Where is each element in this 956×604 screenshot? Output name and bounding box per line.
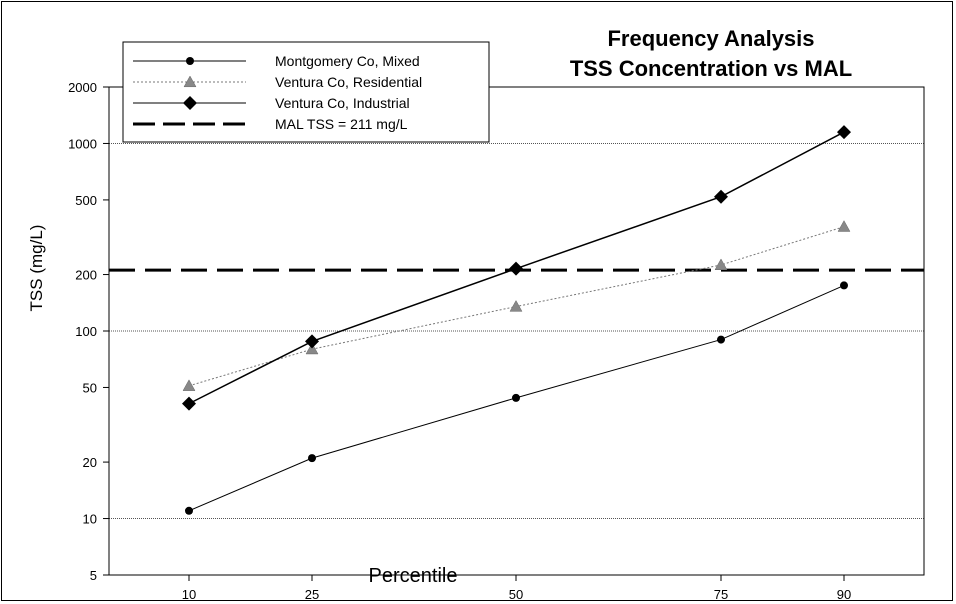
series-2 — [182, 125, 851, 411]
data-point — [183, 96, 197, 110]
data-point — [509, 261, 523, 276]
y-tick-label: 200 — [75, 268, 97, 283]
data-point — [717, 335, 725, 344]
x-tick-label: 10 — [182, 587, 196, 602]
chart-subtitle: TSS Concentration vs MAL — [570, 56, 852, 81]
y-tick-label: 1000 — [68, 136, 97, 151]
x-tick-label: 50 — [509, 587, 523, 602]
series-1 — [182, 220, 851, 391]
data-point — [305, 342, 319, 355]
data-point — [182, 396, 196, 411]
data-point — [183, 75, 197, 88]
series-0 — [185, 281, 848, 515]
legend: Montgomery Co, Mixed Ventura Co, Resident… — [122, 41, 490, 143]
legend-label: Montgomery Co, Mixed — [275, 53, 420, 69]
chart-title: Frequency Analysis — [607, 26, 814, 51]
legend-label: MAL TSS = 211 mg/L — [275, 116, 408, 132]
y-tick-label: 100 — [75, 324, 97, 339]
y-tick-label: 50 — [83, 380, 97, 395]
y-tick-label: 500 — [75, 193, 97, 208]
x-axis-label: Percentile — [369, 565, 458, 587]
y-tick-label: 10 — [83, 512, 97, 527]
data-point — [305, 334, 319, 349]
data-point — [714, 189, 728, 204]
x-tick-label: 25 — [305, 587, 319, 602]
legend-label: Ventura Co, Industrial — [275, 95, 410, 111]
series-layer — [182, 125, 851, 515]
data-point — [509, 300, 523, 312]
legend-label: Ventura Co, Residential — [275, 74, 422, 90]
data-point — [186, 57, 194, 65]
data-point — [714, 258, 728, 271]
data-point — [837, 220, 851, 232]
x-tick-label: 75 — [714, 587, 728, 602]
y-axis-label: TSS (mg/L) — [27, 225, 46, 312]
data-point — [512, 393, 520, 402]
data-point — [182, 379, 196, 391]
data-point — [840, 281, 848, 290]
data-point — [837, 125, 851, 140]
grid-layer — [109, 142, 924, 520]
y-tick-label: 5 — [90, 568, 97, 583]
data-point — [185, 506, 193, 515]
y-tick-label: 2000 — [68, 80, 97, 95]
data-point — [308, 454, 316, 463]
y-tick-label: 20 — [83, 455, 97, 470]
x-tick-label: 90 — [837, 587, 851, 602]
